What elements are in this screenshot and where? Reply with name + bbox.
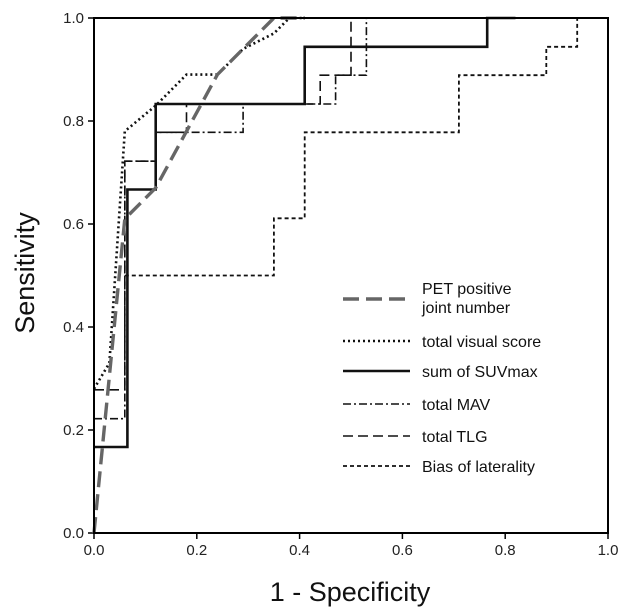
- y-axis-title: Sensitivity: [10, 212, 40, 334]
- x-tick-label: 0.4: [289, 542, 310, 559]
- legend-background: [335, 280, 590, 485]
- series-line-3: [94, 16, 516, 449]
- y-tick-label: 0.4: [63, 319, 84, 336]
- legend-label: sum of SUVmax: [422, 364, 538, 381]
- y-tick-label: 0.8: [63, 113, 84, 130]
- y-tick-label: 0.0: [63, 525, 84, 542]
- x-tick-label: 0.8: [495, 542, 516, 559]
- axis-ticks: 0.0 0.2 0.4 0.6 0.8 1.0 0.0 0.2 0.4 0.6 0.8 1.0: [63, 10, 618, 559]
- x-tick-label: 0.2: [186, 542, 207, 559]
- x-tick-label: 0.6: [392, 542, 413, 559]
- legend-label: total MAV: [422, 397, 491, 414]
- x-axis-title: 1 - Specificity: [270, 577, 431, 607]
- x-tick-label: 1.0: [598, 542, 619, 559]
- series-line-1: [92, 16, 305, 534]
- x-tick-label: 0.0: [84, 542, 105, 559]
- y-tick-label: 0.2: [63, 422, 84, 439]
- legend-label: total visual score: [422, 334, 541, 351]
- legend-label: total TLG: [422, 429, 488, 446]
- series-line-4: [94, 18, 368, 420]
- series-line-6: [124, 18, 579, 277]
- series-layer: [92, 16, 579, 534]
- series-line-5: [94, 18, 352, 391]
- legend-label: joint number: [421, 300, 511, 317]
- series-line-2: [92, 16, 305, 390]
- legend: PET positive joint number total visual sco…: [343, 281, 541, 476]
- legend-label: PET positive: [422, 281, 512, 298]
- y-tick-label: 0.6: [63, 216, 84, 233]
- plot-frame: [93, 17, 609, 534]
- y-tick-label: 1.0: [63, 10, 84, 27]
- legend-label: Bias of laterality: [422, 459, 535, 476]
